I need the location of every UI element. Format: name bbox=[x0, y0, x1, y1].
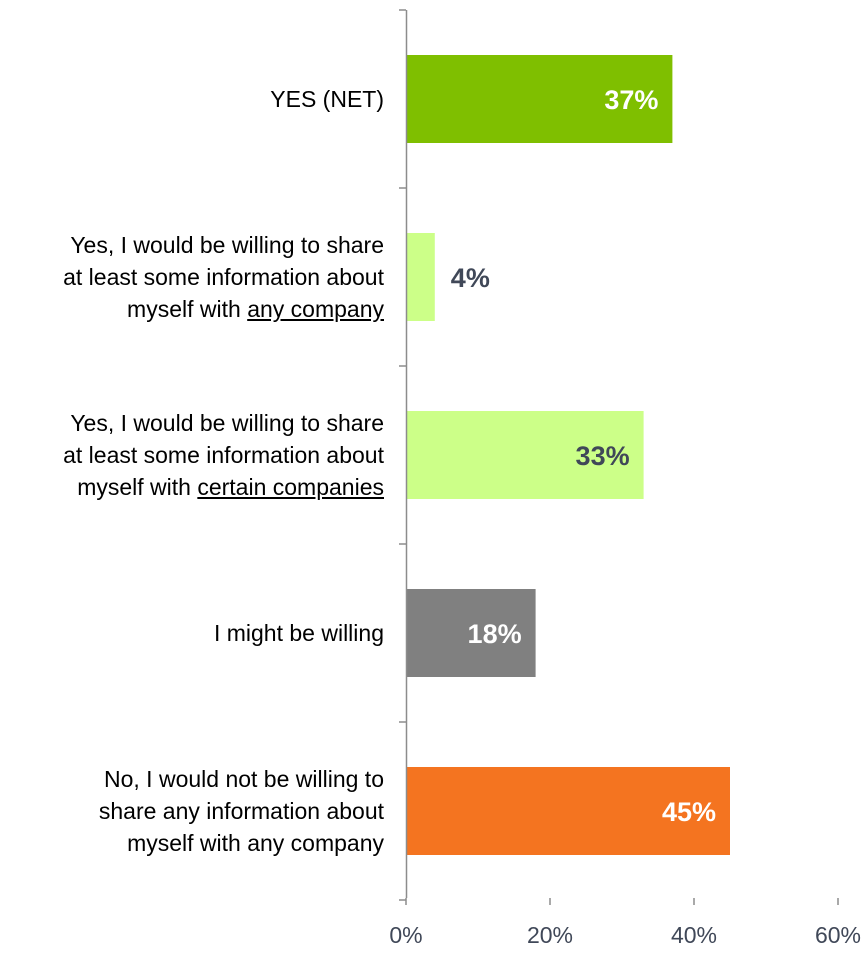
x-tick-label-0: 0% bbox=[389, 922, 422, 948]
bar-1 bbox=[407, 233, 435, 321]
category-label-line: myself with any company bbox=[127, 296, 384, 322]
bar-value-label-4: 45% bbox=[662, 797, 716, 827]
category-label-line: at least some information about bbox=[63, 264, 384, 290]
x-axis-ticks: 0% 20% 40% 60% bbox=[389, 922, 861, 948]
category-label-line: myself with any company bbox=[127, 830, 384, 856]
category-label-line: YES (NET) bbox=[270, 86, 384, 112]
axes-group bbox=[399, 9, 839, 905]
bar-2 bbox=[407, 411, 644, 499]
category-label-line: myself with certain companies bbox=[77, 474, 384, 500]
category-label-1: Yes, I would be willing to share at least… bbox=[0, 229, 384, 325]
category-label-0: YES (NET) bbox=[0, 83, 384, 115]
category-label-3: I might be willing bbox=[0, 617, 384, 649]
category-label-line: No, I would not be willing to bbox=[104, 766, 384, 792]
x-tick-label-2: 40% bbox=[671, 922, 717, 948]
category-label-4: No, I would not be willing to share any i… bbox=[0, 763, 384, 859]
bar-value-label-3: 18% bbox=[468, 619, 522, 649]
category-label-line: at least some information about bbox=[63, 442, 384, 468]
category-label-line: share any information about bbox=[98, 798, 384, 824]
x-tick-label-1: 20% bbox=[527, 922, 573, 948]
bars-group bbox=[407, 55, 730, 855]
category-label-line: I might be willing bbox=[213, 620, 384, 646]
category-label-line: Yes, I would be willing to share bbox=[70, 410, 384, 436]
bar-value-label-0: 37% bbox=[604, 85, 658, 115]
bar-value-label-1: 4% bbox=[451, 263, 490, 293]
category-label-2: Yes, I would be willing to share at least… bbox=[0, 407, 384, 503]
bar-value-label-2: 33% bbox=[576, 441, 630, 471]
bar-4 bbox=[407, 767, 730, 855]
category-label-line: Yes, I would be willing to share bbox=[70, 232, 384, 258]
bar-0 bbox=[407, 55, 673, 143]
bar-data-labels: 37% 4% 33% 18% 45% bbox=[451, 85, 716, 827]
x-tick-label-3: 60% bbox=[815, 922, 861, 948]
bar-3 bbox=[407, 589, 536, 677]
